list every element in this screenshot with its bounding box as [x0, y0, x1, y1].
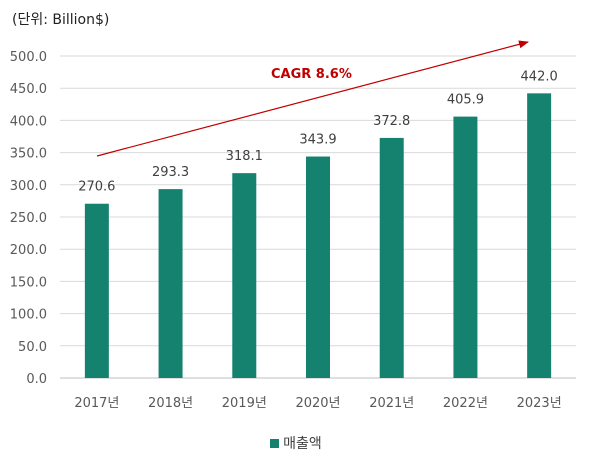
x-tick-label: 2019년	[222, 396, 267, 411]
cagr-annotation: CAGR 8.6%	[271, 67, 352, 82]
y-tick-label: 250.0	[10, 211, 47, 226]
legend-swatch	[270, 439, 280, 448]
y-tick-label: 450.0	[10, 82, 47, 97]
legend: 매출액	[0, 433, 592, 453]
y-tick-label: 50.0	[18, 340, 47, 355]
x-tick-label: 2018년	[148, 396, 193, 411]
bar	[379, 137, 404, 378]
bar	[158, 189, 183, 378]
y-tick-label: 350.0	[10, 147, 47, 162]
data-label: 442.0	[521, 69, 558, 84]
data-label: 270.6	[78, 180, 115, 195]
data-label: 318.1	[226, 149, 263, 164]
y-tick-label: 400.0	[10, 114, 47, 129]
y-tick-label: 150.0	[10, 275, 47, 290]
y-tick-label: 300.0	[10, 179, 47, 194]
data-label: 343.9	[299, 133, 336, 148]
bar-chart: 0.0 50.0 100.0 150.0 200.0 250.0 300.0 350.0 400…	[10, 40, 576, 411]
bar	[527, 93, 552, 379]
bar	[306, 156, 330, 378]
x-tick-label: 2022년	[443, 396, 488, 411]
bar	[84, 203, 109, 378]
y-tick-label: 0.0	[26, 372, 47, 387]
data-label: 372.8	[373, 114, 410, 129]
data-label: 293.3	[152, 165, 189, 180]
data-label: 405.9	[447, 93, 484, 108]
y-tick-label: 200.0	[10, 243, 47, 258]
bar	[232, 173, 257, 378]
x-tick-label: 2017년	[74, 396, 119, 411]
cagr-trend-arrow	[96, 40, 529, 157]
bar	[453, 116, 478, 378]
x-tick-label: 2020년	[295, 396, 340, 411]
unit-label: (단위: Billion$)	[12, 12, 110, 28]
y-tick-label: 500.0	[10, 50, 47, 65]
x-tick-label: 2023년	[517, 396, 562, 411]
x-tick-label: 2021년	[369, 396, 414, 411]
y-tick-label: 100.0	[10, 308, 47, 323]
legend-label: 매출액	[283, 436, 322, 452]
